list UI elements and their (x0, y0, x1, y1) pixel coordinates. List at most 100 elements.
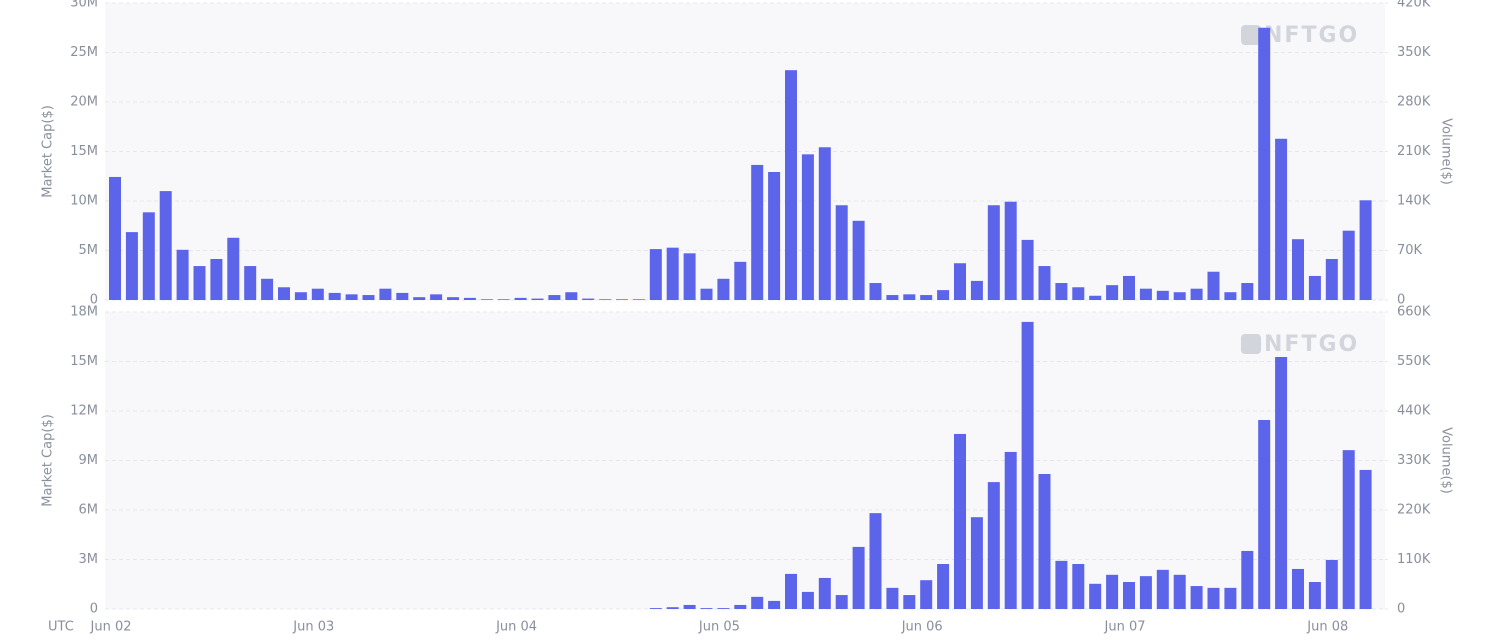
bar (1156, 290, 1169, 300)
x-tick-label: Jun 07 (1104, 620, 1146, 635)
bar (463, 297, 476, 300)
bar (430, 294, 443, 300)
bar (1359, 469, 1372, 609)
x-tick-label: Jun 04 (495, 620, 537, 635)
bar (1139, 288, 1152, 300)
y2-tick-label: 350K (1397, 45, 1431, 60)
bar (1004, 201, 1017, 300)
bar (1275, 357, 1288, 609)
bar (700, 288, 713, 300)
x-axis-title: UTC (48, 620, 74, 635)
bar (683, 604, 696, 609)
bar (1342, 450, 1355, 609)
bar (514, 297, 527, 300)
bar (970, 517, 983, 609)
bar (125, 232, 138, 300)
bar (1106, 285, 1119, 300)
bar (565, 292, 578, 300)
bar (649, 608, 662, 609)
watermark-icon (1241, 25, 1261, 45)
bar (852, 220, 865, 300)
y2-tick-label: 110K (1397, 552, 1431, 567)
bar (1241, 550, 1254, 609)
y2-tick-label: 440K (1397, 404, 1431, 419)
y-tick-label: 0 (90, 602, 98, 617)
bar (751, 596, 764, 609)
bar (1156, 569, 1169, 609)
y2-tick-label: 210K (1397, 144, 1431, 159)
bar (632, 299, 645, 300)
bar (531, 298, 544, 300)
y-axis-title: Market Cap($) (41, 105, 56, 198)
bar (1021, 239, 1034, 300)
bar (1258, 420, 1271, 609)
bar (294, 292, 307, 300)
bar (548, 295, 561, 300)
bar (768, 172, 781, 300)
y-tick-label: 18M (70, 305, 98, 320)
y2-tick-label: 140K (1397, 194, 1431, 209)
bar (1038, 266, 1051, 300)
bar (717, 608, 730, 609)
bar (869, 513, 882, 609)
bar (734, 261, 747, 300)
y-tick-label: 5M (79, 243, 99, 258)
y2-tick-label: 550K (1397, 354, 1431, 369)
bar (227, 237, 240, 300)
watermark: NFTGO (1264, 23, 1359, 48)
bar (835, 595, 848, 609)
bar (1359, 200, 1372, 300)
y-tick-label: 0 (90, 293, 98, 308)
bar (210, 258, 223, 300)
bar (1224, 292, 1237, 300)
bar (1004, 451, 1017, 609)
bar (818, 577, 831, 609)
bar (1072, 287, 1085, 300)
bar (396, 292, 409, 300)
watermark-icon (1241, 334, 1261, 354)
bar (176, 249, 189, 300)
bar (328, 292, 341, 300)
x-tick-label: Jun 02 (90, 620, 132, 635)
bar (886, 295, 899, 300)
bar (1308, 275, 1321, 300)
bar (785, 573, 797, 609)
y-tick-label: 3M (79, 552, 99, 567)
bar (1258, 27, 1271, 300)
bar (278, 287, 290, 300)
bar (1123, 275, 1135, 300)
x-tick-label: Jun 03 (292, 620, 334, 635)
bar (1325, 559, 1338, 609)
bar (683, 253, 696, 300)
bar (244, 266, 257, 300)
y-tick-label: 25M (70, 45, 98, 60)
x-tick-label: Jun 06 (901, 620, 943, 635)
bar (379, 288, 392, 300)
x-tick-label: Jun 08 (1306, 620, 1348, 635)
bar (1207, 587, 1220, 609)
bar (1072, 564, 1085, 609)
y2-tick-label: 280K (1397, 95, 1431, 110)
bar (666, 607, 679, 609)
y-tick-label: 6M (79, 503, 99, 518)
bar (717, 278, 730, 300)
bar (1292, 568, 1304, 609)
bar (649, 249, 662, 300)
y-axis-title: Market Cap($) (41, 414, 56, 507)
bar (1173, 292, 1186, 300)
y2-tick-label: 330K (1397, 453, 1431, 468)
y2-axis-title: Volume($) (1439, 427, 1454, 494)
bar (1207, 271, 1220, 300)
bar (480, 299, 493, 300)
y-tick-label: 12M (70, 404, 98, 419)
y2-tick-label: 220K (1397, 503, 1431, 518)
bar (1089, 295, 1102, 300)
bar (785, 70, 797, 300)
bar (920, 580, 933, 609)
bar (937, 564, 950, 609)
bar (193, 266, 206, 300)
bar (1021, 321, 1034, 609)
bar (447, 297, 459, 300)
bar (1139, 576, 1152, 609)
